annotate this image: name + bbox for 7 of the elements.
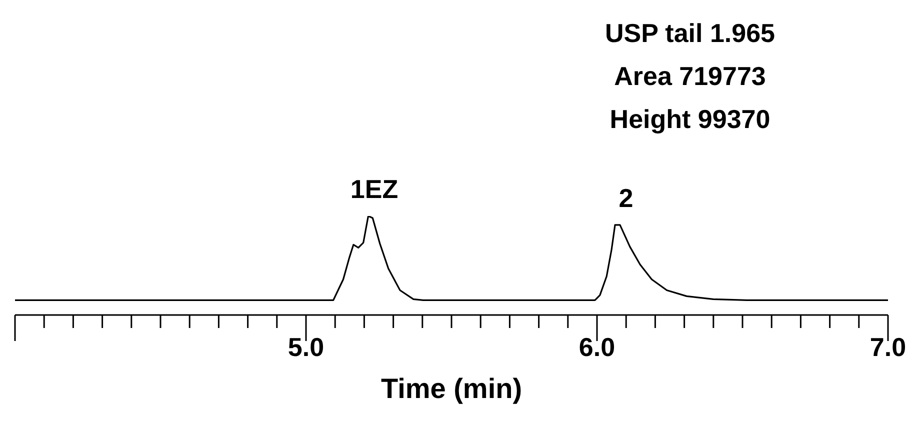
text: USP tail 1.965 Area 719773 Height 99370 xyxy=(604,18,776,134)
x-tick-label: 7.0 xyxy=(870,332,906,362)
x-axis-title: Time (min) xyxy=(380,373,522,404)
x-tick-label: 5.0 xyxy=(288,332,324,362)
annotation: 1EZ xyxy=(350,174,398,204)
x-tick-label: 6.0 xyxy=(578,332,616,362)
annotation: 2 xyxy=(618,182,634,213)
